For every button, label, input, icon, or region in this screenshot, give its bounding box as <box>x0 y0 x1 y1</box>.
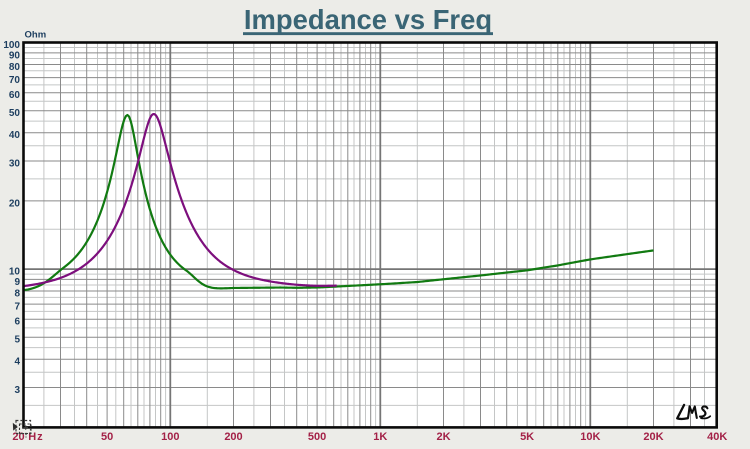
svg-text:60: 60 <box>9 90 21 101</box>
svg-text:Hz: Hz <box>28 431 43 443</box>
svg-text:Ohm: Ohm <box>25 30 47 41</box>
svg-text:3: 3 <box>14 385 20 396</box>
svg-text:50: 50 <box>101 431 113 443</box>
svg-text:100: 100 <box>3 40 20 51</box>
svg-text:10K: 10K <box>580 431 600 443</box>
svg-text:5K: 5K <box>520 431 534 443</box>
svg-text:200: 200 <box>224 431 242 443</box>
svg-text:500: 500 <box>308 431 326 443</box>
svg-text:50: 50 <box>9 108 21 119</box>
svg-text:1K: 1K <box>373 431 387 443</box>
svg-text:100: 100 <box>161 431 179 443</box>
svg-text:7: 7 <box>14 302 20 313</box>
svg-text:70: 70 <box>9 75 21 86</box>
svg-text:20: 20 <box>9 198 21 209</box>
svg-text:5: 5 <box>14 335 20 346</box>
svg-text:6: 6 <box>14 317 20 328</box>
svg-text:20K: 20K <box>643 431 663 443</box>
svg-text:4: 4 <box>14 357 20 368</box>
svg-text:40: 40 <box>9 130 21 141</box>
svg-text:Impedance vs Freq: Impedance vs Freq <box>244 4 492 35</box>
svg-text:30: 30 <box>9 158 21 169</box>
svg-text:9: 9 <box>14 277 20 288</box>
svg-text:80: 80 <box>9 62 21 73</box>
svg-text:20: 20 <box>12 431 24 443</box>
svg-text:10: 10 <box>9 266 21 277</box>
svg-text:90: 90 <box>9 50 21 61</box>
svg-text:8: 8 <box>14 288 20 299</box>
svg-text:40K: 40K <box>707 431 727 443</box>
svg-text:2K: 2K <box>436 431 450 443</box>
